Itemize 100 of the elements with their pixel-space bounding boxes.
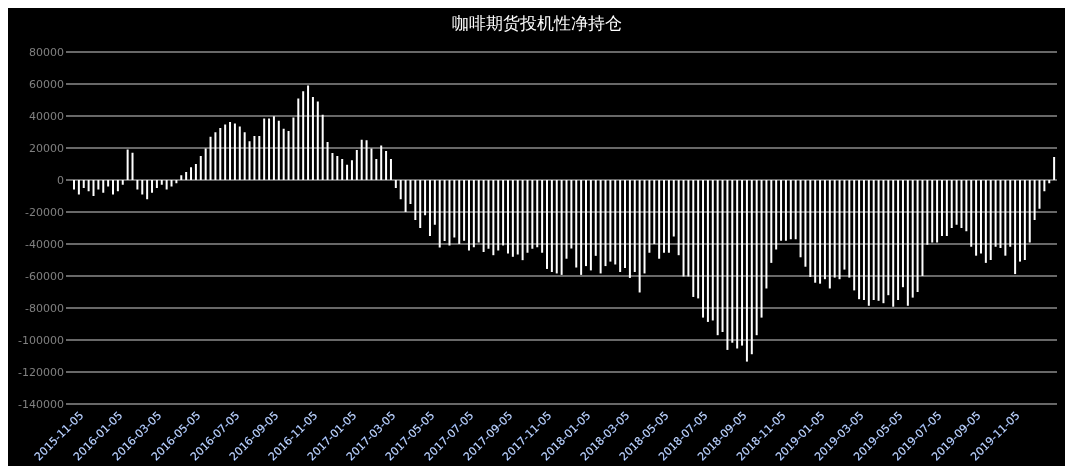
bar: [843, 180, 846, 270]
bar: [609, 180, 612, 262]
bar: [1053, 157, 1056, 180]
bar: [575, 180, 578, 268]
bar: [658, 180, 661, 259]
bar: [984, 180, 987, 263]
y-tick-label: 0: [57, 173, 64, 187]
bar: [975, 180, 978, 256]
y-tick-label: -80000: [25, 301, 64, 315]
bar: [360, 139, 363, 180]
bar: [282, 128, 285, 180]
bar: [141, 180, 144, 195]
bar: [711, 180, 714, 321]
bar: [780, 180, 783, 241]
bar: [370, 148, 373, 180]
bar: [385, 150, 388, 180]
bar: [263, 118, 266, 180]
bar: [146, 180, 149, 200]
bar: [838, 180, 841, 280]
bar: [614, 180, 617, 265]
bar: [1033, 180, 1036, 220]
bar: [755, 180, 758, 336]
bar: [687, 180, 690, 277]
bar: [531, 180, 534, 249]
bar: [467, 180, 470, 251]
bar: [112, 180, 115, 195]
bar: [287, 130, 290, 180]
bar: [253, 136, 256, 180]
bar: [794, 180, 797, 240]
bar: [1048, 180, 1051, 184]
bar: [492, 180, 495, 256]
bar: [302, 91, 305, 180]
bar: [716, 180, 719, 336]
bar: [872, 180, 875, 300]
bar: [604, 180, 607, 267]
bar: [258, 136, 261, 180]
bar: [160, 180, 163, 185]
y-tick-label: 80000: [29, 45, 64, 59]
bar: [624, 180, 627, 268]
bar: [677, 180, 680, 256]
bar: [399, 180, 402, 200]
bar: [77, 180, 80, 195]
bar: [229, 122, 232, 180]
bar: [643, 180, 646, 274]
bar: [73, 180, 75, 190]
bar: [346, 164, 349, 180]
bar: [653, 180, 656, 244]
bar: [375, 158, 378, 180]
bar: [87, 180, 90, 192]
bar: [190, 167, 193, 180]
bar: [170, 180, 173, 187]
bar: [268, 118, 271, 180]
bar: [175, 180, 178, 184]
bar: [911, 180, 914, 298]
bar: [950, 180, 953, 228]
bar: [789, 180, 792, 240]
bar: [560, 180, 563, 275]
bar: [619, 180, 622, 272]
bar: [165, 180, 168, 190]
bar: [321, 114, 324, 180]
bar: [477, 180, 480, 243]
bar: [448, 180, 451, 246]
bar: [419, 180, 422, 228]
bar: [380, 145, 383, 180]
bar: [862, 180, 865, 300]
bar: [775, 180, 778, 250]
bar: [341, 158, 344, 180]
bar: [511, 180, 514, 257]
bar: [116, 180, 119, 192]
bar: [741, 180, 744, 346]
bar: [497, 180, 500, 251]
bar: [365, 140, 368, 180]
bar: [350, 160, 353, 180]
bar: [1028, 180, 1031, 243]
y-tick-label: 40000: [29, 109, 64, 123]
y-tick-label: -60000: [25, 269, 64, 283]
bar: [663, 180, 666, 253]
bar: [526, 180, 529, 253]
bar: [921, 180, 924, 276]
bar: [1038, 180, 1041, 209]
bar: [979, 180, 982, 254]
bar: [931, 180, 934, 243]
bar: [828, 180, 831, 289]
bar: [102, 180, 105, 193]
bar: [809, 180, 812, 277]
bar: [585, 180, 588, 267]
bar: [107, 180, 110, 187]
bar: [770, 180, 773, 263]
bar: [546, 180, 548, 269]
bar: [516, 180, 519, 255]
bar: [1043, 180, 1046, 192]
bar: [628, 180, 631, 278]
bar: [219, 128, 222, 180]
bar: [472, 180, 475, 248]
bar: [443, 180, 446, 242]
bar: [243, 132, 246, 180]
bar: [667, 180, 670, 253]
bar: [453, 180, 456, 238]
bar: [784, 180, 787, 241]
bar: [745, 180, 748, 362]
